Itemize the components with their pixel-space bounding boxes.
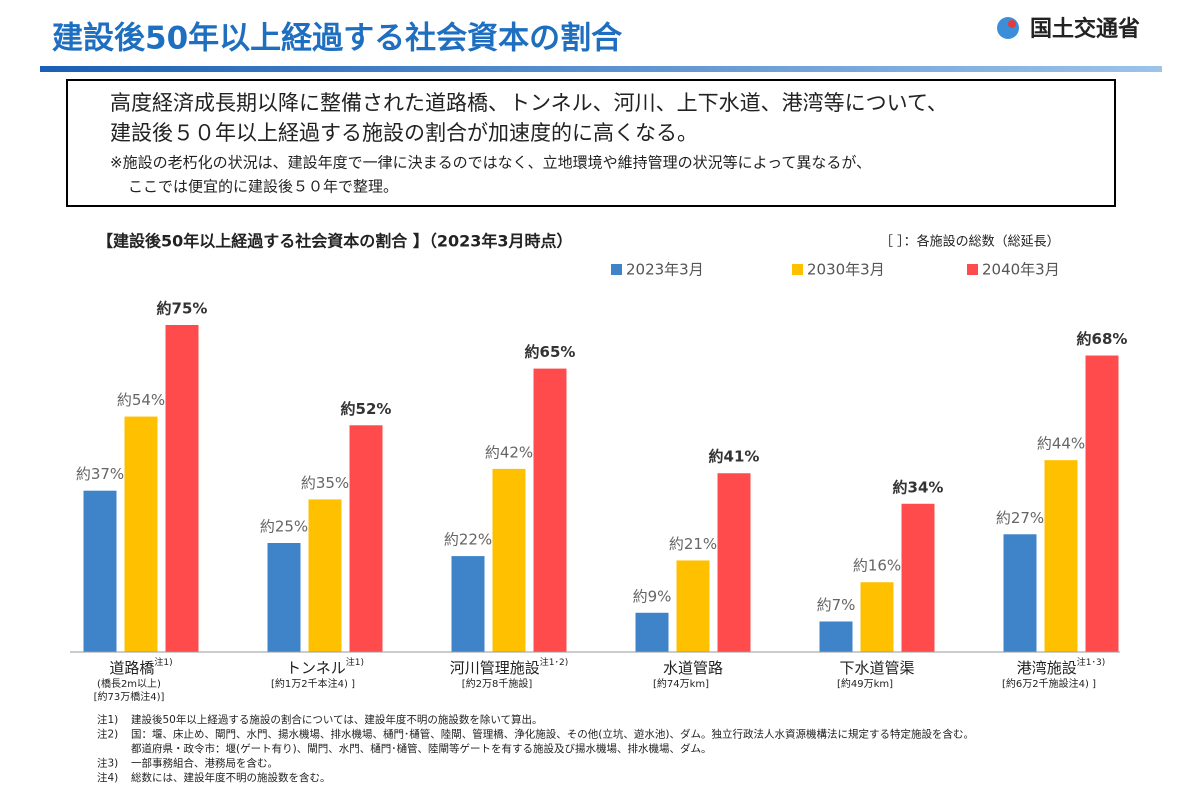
legend-swatch [611, 264, 622, 275]
category-note: 注1) [346, 656, 364, 668]
bar [676, 560, 710, 652]
category-name: トンネル [286, 659, 346, 677]
value-label: 約16% [853, 557, 901, 575]
logo-dot [1008, 20, 1016, 28]
value-label: 約37% [76, 465, 124, 483]
intro-line: 高度経済成長期以降に整備された道路橋、トンネル、河川、上下水道、港湾等について、 [110, 91, 948, 115]
intro-note: ※施設の老朽化の状況は、建設年度で一律に決まるのではなく、立地環境や維持管理の状… [110, 154, 871, 172]
category-detail: [約6万2千施設注4) ] [1002, 677, 1096, 690]
value-label: 約34% [893, 478, 944, 496]
value-label: 約35% [301, 474, 349, 492]
bar [308, 499, 342, 652]
footnote-text: 一部事務組合、港務局を含む。 [131, 757, 278, 770]
category-note: 注1･3) [1077, 656, 1105, 668]
category-detail: [約49万km] [837, 677, 893, 690]
category-note: 注1･2) [540, 656, 568, 668]
bar [1003, 534, 1037, 652]
category-label: 道路橋注1) [109, 656, 172, 677]
bar [635, 612, 669, 652]
intro-line: 建設後５０年以上経過する施設の割合が加速度的に高くなる。 [110, 121, 698, 145]
value-label: 約52% [341, 400, 392, 418]
bar [349, 425, 383, 652]
legend-label: 2030年3月 [807, 261, 885, 279]
bar [819, 621, 853, 652]
chart-subtitle: ［ ］：各施設の総数（総延長） [880, 234, 1060, 250]
footnote-text: 総数には、建設年度不明の施設数を含む。 [131, 771, 331, 784]
bar [83, 490, 117, 652]
category-detail: [約73万橋注4)] [94, 690, 165, 703]
legend-swatch [967, 264, 978, 275]
footnote-mark: 注4) [97, 771, 118, 784]
intro-note: ここでは便宜的に建設後５０年で整理。 [128, 178, 398, 196]
value-label: 約42% [485, 443, 533, 461]
value-label: 約25% [260, 518, 308, 536]
bar [860, 582, 894, 652]
logo-text: 国土交通省 [1030, 16, 1140, 42]
intro-box [66, 79, 1116, 207]
value-label: 約27% [996, 509, 1044, 527]
value-label: 約9% [633, 587, 672, 605]
footnote-mark: 注1) [97, 713, 118, 726]
category-label: トンネル注1) [286, 656, 364, 677]
bar [267, 543, 301, 652]
page-title: 建設後50年以上経過する社会資本の割合 [52, 21, 622, 57]
logo-icon [997, 17, 1019, 39]
category-label: 下水道管渠 [839, 659, 914, 677]
category-detail: [約74万km] [653, 677, 709, 690]
category-label: 河川管理施設注1･2) [450, 656, 568, 677]
footnote-mark: 注2) [97, 728, 118, 741]
footnote-text: 都道府県・政令市：堰(ゲート有り)、閘門、水門、樋門･樋管、陸閘等ゲートを有する… [131, 742, 711, 755]
legend-label: 2023年3月 [626, 261, 704, 279]
category-name: 港湾施設 [1017, 659, 1077, 677]
bar [124, 416, 158, 652]
category-note: 注1) [154, 656, 172, 668]
category-name: 水道管路 [663, 659, 723, 677]
value-label: 約7% [817, 596, 856, 614]
value-label: 約41% [709, 448, 760, 466]
bar [1044, 460, 1078, 652]
value-label: 約54% [117, 391, 165, 409]
value-label: 約44% [1037, 435, 1085, 453]
bar [717, 473, 751, 652]
legend-swatch [792, 264, 803, 275]
footnote-text: 建設後50年以上経過する施設の割合については、建設年度不明の施設数を除いて算出。 [131, 713, 543, 726]
category-detail: [約1万2千本注4) ] [271, 677, 355, 690]
legend-label: 2040年3月 [982, 261, 1060, 279]
footnote-text: 国：堰、床止め、閘門、水門、揚水機場、排水機場、樋門･樋管、陸閘、管理橋、浄化施… [131, 728, 974, 741]
header-rule [40, 66, 1162, 72]
value-label: 約21% [669, 535, 717, 553]
category-label: 水道管路 [663, 659, 723, 677]
category-name: 河川管理施設 [450, 659, 540, 677]
bar [165, 325, 199, 652]
value-label: 約65% [525, 343, 576, 361]
chart-title: 【建設後50年以上経過する社会資本の割合 】（2023年3月時点） [97, 232, 573, 251]
bar [533, 368, 567, 652]
value-label: 約22% [444, 531, 492, 549]
category-detail: [約2万8千施設] [462, 677, 533, 690]
value-label: 約75% [157, 300, 208, 318]
category-label: 港湾施設注1･3) [1017, 656, 1105, 677]
footnote-mark: 注3) [97, 757, 118, 770]
category-name: 下水道管渠 [839, 659, 914, 677]
bar [492, 468, 526, 652]
value-label: 約68% [1077, 330, 1128, 348]
bar [1085, 355, 1119, 652]
bar [901, 503, 935, 652]
category-detail: (橋長2m以上) [97, 677, 161, 690]
category-name: 道路橋 [109, 659, 154, 677]
bar [451, 556, 485, 652]
